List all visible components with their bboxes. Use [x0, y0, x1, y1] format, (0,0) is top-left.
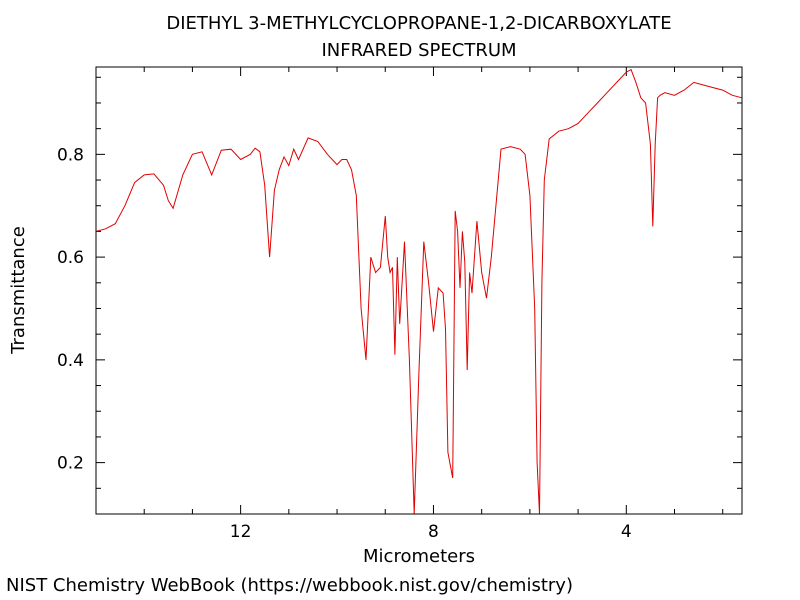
y-axis-label: Transmittance	[8, 226, 29, 355]
y-tick-label: 0.2	[57, 454, 84, 474]
tick-labels: 12 8 4 0.2 0.4 0.6 0.8	[57, 145, 632, 542]
plot-frame	[95, 66, 743, 515]
y-tick-label: 0.4	[57, 351, 84, 371]
x-tick-label: 8	[428, 522, 439, 542]
y-tick-label: 0.8	[57, 145, 84, 165]
x-tick-label: 12	[230, 522, 252, 542]
x-tick-label: 4	[621, 522, 632, 542]
spectrum-line	[95, 68, 743, 515]
y-tick-label: 0.6	[57, 248, 84, 268]
x-axis-label: Micrometers	[363, 546, 475, 567]
chart-title: DIETHYL 3-METHYLCYCLOPROPANE-1,2-DICARBO…	[166, 13, 671, 34]
source-credit: NIST Chemistry WebBook (https://webbook.…	[6, 575, 573, 596]
axis-ticks	[95, 67, 742, 515]
chart-subtitle: INFRARED SPECTRUM	[321, 40, 516, 61]
